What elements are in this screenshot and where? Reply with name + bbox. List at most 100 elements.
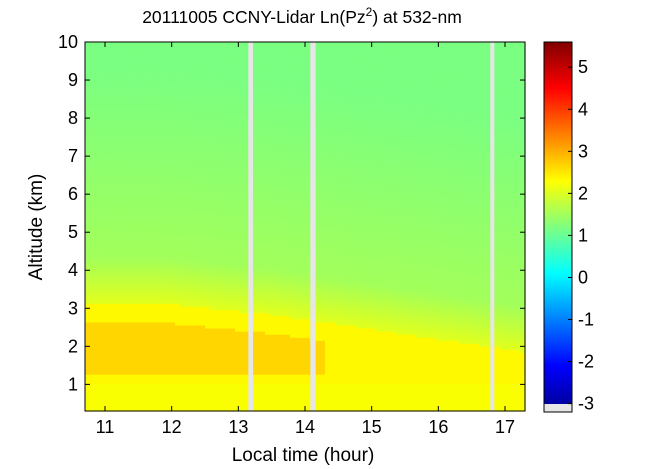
heatmap-cell [220, 275, 226, 280]
heatmap-cell [195, 331, 201, 335]
heatmap-cell [355, 380, 361, 384]
heatmap-cell [460, 291, 466, 295]
heatmap-cell [130, 312, 136, 317]
heatmap-cell [270, 337, 276, 341]
heatmap-cell [385, 395, 391, 400]
heatmap-cell [85, 300, 91, 304]
heatmap-cell [260, 401, 266, 406]
heatmap-cell [380, 398, 386, 403]
heatmap-cell [240, 367, 246, 372]
heatmap-cell [435, 284, 441, 289]
heatmap-cell [290, 355, 296, 360]
heatmap-cell [260, 392, 266, 397]
heatmap-cell [430, 343, 436, 348]
heatmap-cell [325, 386, 331, 391]
heatmap-cell [340, 291, 346, 295]
heatmap-cell [455, 361, 461, 366]
heatmap-cell [350, 355, 356, 360]
heatmap-cell [425, 392, 431, 397]
heatmap-cell [320, 401, 326, 406]
heatmap-cell [290, 386, 296, 391]
heatmap-cell [120, 364, 126, 369]
heatmap-cell [230, 343, 236, 348]
heatmap-cell [300, 318, 306, 323]
heatmap-cell [90, 321, 96, 326]
heatmap-cell [130, 315, 136, 320]
heatmap-cell [265, 401, 271, 406]
heatmap-cell [445, 340, 451, 344]
heatmap-cell [110, 343, 116, 348]
heatmap-cell [120, 288, 126, 292]
heatmap-cell [360, 367, 366, 372]
heatmap-cell [455, 291, 461, 295]
heatmap-cell [465, 389, 471, 394]
heatmap-cell [135, 303, 141, 308]
heatmap-cell [230, 352, 236, 357]
heatmap-cell [500, 281, 506, 286]
heatmap-cell [260, 315, 266, 320]
heatmap-cell [120, 355, 126, 360]
heatmap-cell [340, 324, 346, 329]
heatmap-cell [335, 327, 341, 332]
heatmap-cell [220, 349, 226, 354]
heatmap-cell [300, 358, 306, 363]
heatmap-cell [485, 340, 491, 344]
heatmap-cell [320, 386, 326, 391]
heatmap-cell [345, 383, 351, 387]
heatmap-cell [205, 349, 211, 354]
heatmap-cell [145, 361, 151, 366]
heatmap-cell [485, 297, 491, 301]
heatmap-cell [450, 321, 456, 326]
heatmap-cell [275, 281, 281, 286]
heatmap-cell [445, 346, 451, 351]
heatmap-cell [90, 404, 96, 409]
heatmap-cell [355, 306, 361, 311]
heatmap-cell [300, 386, 306, 391]
heatmap-cell [360, 358, 366, 363]
heatmap-cell [195, 303, 201, 308]
heatmap-cell [325, 389, 331, 394]
heatmap-cell [380, 300, 386, 304]
heatmap-cell [325, 395, 331, 400]
heatmap-cell [140, 340, 146, 344]
heatmap-cell [260, 321, 266, 326]
heatmap-cell [520, 340, 526, 344]
heatmap-cell [390, 389, 396, 394]
heatmap-cell [255, 291, 261, 295]
heatmap-cell [345, 380, 351, 384]
heatmap-cell [225, 318, 231, 323]
heatmap-cell [385, 303, 391, 308]
heatmap-cell [520, 389, 526, 394]
heatmap-cell [115, 380, 121, 384]
heatmap-cell [500, 324, 506, 329]
heatmap-cell [285, 404, 291, 409]
heatmap-cell [210, 337, 216, 341]
heatmap-cell [265, 371, 271, 375]
heatmap-cell [350, 300, 356, 304]
heatmap-cell [410, 389, 416, 394]
heatmap-cell [335, 358, 341, 363]
heatmap-cell [455, 358, 461, 363]
heatmap-cell [95, 300, 101, 304]
heatmap-cell [180, 315, 186, 320]
heatmap-cell [90, 297, 96, 301]
heatmap-cell [190, 315, 196, 320]
heatmap-cell [335, 340, 341, 344]
heatmap-cell [480, 389, 486, 394]
heatmap-cell [375, 318, 381, 323]
heatmap-cell [110, 281, 116, 286]
heatmap-cell [290, 288, 296, 292]
heatmap-cell [450, 401, 456, 406]
heatmap-cell [230, 309, 236, 314]
heatmap-cell [290, 371, 296, 375]
heatmap-cell [130, 306, 136, 311]
heatmap-cell [420, 278, 426, 283]
heatmap-cell [360, 291, 366, 295]
heatmap-cell [195, 315, 201, 320]
heatmap-cell [165, 383, 171, 387]
heatmap-cell [280, 300, 286, 304]
heatmap-cell [115, 331, 121, 335]
heatmap-cell [220, 371, 226, 375]
heatmap-cell [445, 377, 451, 381]
heatmap-cell [215, 340, 221, 344]
